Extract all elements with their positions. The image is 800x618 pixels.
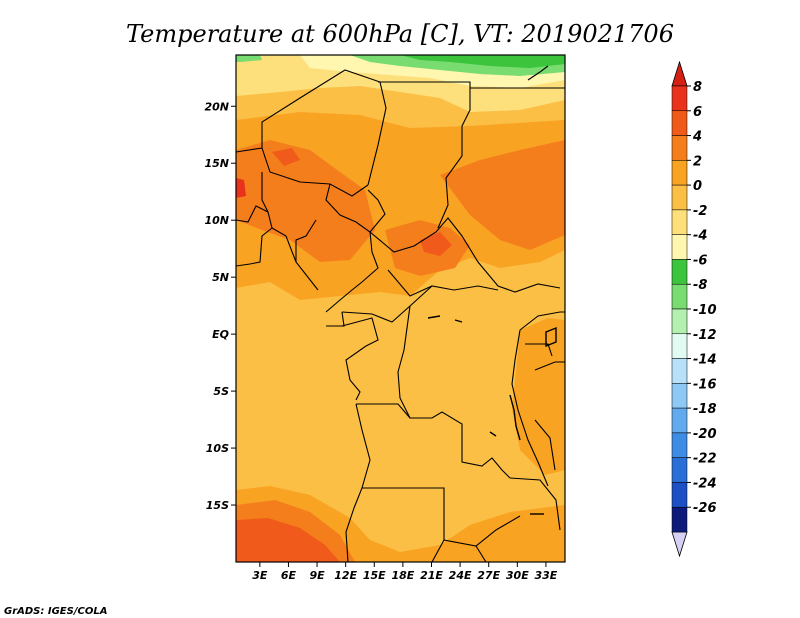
lat-tick-label: EQ — [212, 328, 229, 341]
field-6-to-8-west — [272, 148, 300, 166]
lon-tick-label: 18E — [391, 569, 414, 582]
colorbar-segment — [671, 184, 688, 211]
lon-tick-label: 27E — [477, 569, 500, 582]
field-m8-to-m6-north-west — [236, 55, 262, 62]
latitude-axis: 20N 15N 10N 5N EQ 5S 10S 15S — [204, 100, 236, 512]
field-6-to-8-southwest — [236, 518, 340, 562]
colorbar-segment — [671, 333, 688, 359]
colorbar-label: -4 — [693, 229, 707, 244]
colorbar-segment — [671, 383, 688, 409]
colorbar-over-triangle — [671, 60, 688, 87]
field-4-to-6-west — [236, 140, 375, 262]
colorbar-label: -26 — [693, 501, 717, 516]
colorbar-label: -6 — [693, 253, 707, 268]
temperature-map: 20N 15N 10N 5N EQ 5S 10S 15S 3E 6E 9E 12E 15E 18E 21E… — [204, 54, 566, 582]
colorbar-segment — [671, 283, 688, 310]
colorbar-label: -2 — [693, 204, 707, 219]
colorbar-segment — [671, 358, 688, 384]
lat-tick-label: 15S — [206, 499, 229, 512]
lat-tick-label: 5N — [212, 271, 229, 284]
colorbar-label: 6 — [693, 105, 702, 120]
lon-tick-label: 3E — [252, 569, 268, 582]
colorbar-segment — [671, 432, 688, 458]
field-4-to-6-northeast — [440, 140, 565, 250]
colorbar: 8 6 4 2 0 -2 -4 -6 -8 -10 -12 -14 -16 -18 -20 -22 -24 -26 — [671, 60, 717, 558]
colorbar-segment — [671, 110, 688, 136]
colorbar-label: -24 — [693, 476, 717, 491]
colorbar-label: -20 — [693, 427, 717, 442]
grads-credit: GrADS: IGES/COLA — [4, 606, 107, 617]
colorbar-segment — [671, 308, 688, 335]
field-8-plus-edge — [236, 178, 246, 198]
lon-tick-label: 12E — [334, 569, 357, 582]
colorbar-segment — [671, 457, 688, 483]
colorbar-label: -18 — [693, 402, 717, 417]
colorbar-under-triangle — [671, 531, 688, 558]
colorbar-segment — [671, 259, 688, 285]
colorbar-label: -10 — [693, 303, 717, 318]
lon-tick-label: 9E — [309, 569, 325, 582]
colorbar-segment — [671, 209, 688, 235]
colorbar-label: -22 — [693, 452, 717, 467]
colorbar-segment — [671, 234, 688, 260]
lat-tick-label: 10N — [204, 214, 229, 227]
lon-tick-label: 6E — [281, 569, 297, 582]
colorbar-segment — [671, 506, 688, 533]
colorbar-label: -14 — [693, 353, 717, 368]
lon-tick-label: 33E — [535, 569, 558, 582]
field-2-to-4-east — [512, 318, 565, 475]
colorbar-label: 2 — [693, 154, 702, 169]
colorbar-label: 4 — [692, 130, 702, 145]
map-title: Temperature at 600hPa [C], VT: 201902170… — [126, 20, 674, 48]
longitude-axis: 3E 6E 9E 12E 15E 18E 21E 24E 27E 30E 33E — [252, 562, 558, 582]
colorbar-segment — [671, 482, 688, 508]
colorbar-label: 8 — [693, 80, 702, 95]
lon-tick-label: 21E — [420, 569, 443, 582]
lat-tick-label: 20N — [204, 100, 229, 113]
colorbar-label: -8 — [693, 278, 707, 293]
colorbar-label: -16 — [693, 377, 717, 392]
colorbar-segment — [671, 160, 688, 186]
map-frame — [235, 54, 566, 563]
lakes — [427, 315, 557, 515]
lon-tick-label: 15E — [363, 569, 386, 582]
colorbar-label: 0 — [693, 179, 702, 194]
lon-tick-label: 30E — [506, 569, 529, 582]
colorbar-segment — [671, 85, 688, 112]
colorbar-segment — [671, 135, 688, 161]
country-borders — [236, 65, 565, 562]
colorbar-segment — [671, 407, 688, 434]
colorbar-label: -12 — [693, 328, 717, 343]
lat-tick-label: 10S — [206, 442, 229, 455]
lat-tick-label: 15N — [204, 157, 229, 170]
field-m6-to-m4-north — [400, 55, 565, 68]
field-6-to-8-central — [420, 232, 452, 256]
lon-tick-label: 24E — [449, 569, 472, 582]
lat-tick-label: 5S — [213, 385, 229, 398]
